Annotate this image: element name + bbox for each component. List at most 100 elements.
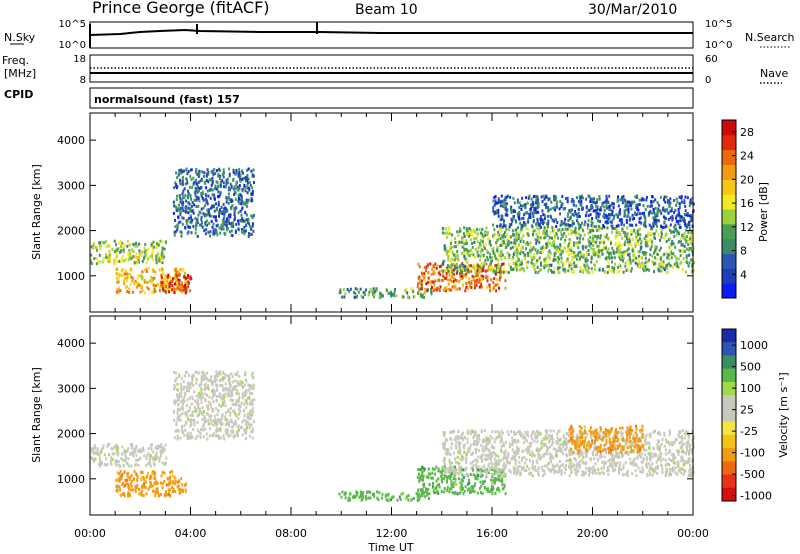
power-echo-cell (417, 291, 420, 295)
velocity-echo-cell (420, 474, 423, 478)
power-echo-cell (569, 223, 572, 227)
power-echo-cell (515, 268, 518, 272)
velocity-echo-cell (194, 370, 197, 374)
velocity-echo-cell (456, 492, 459, 496)
velocity-echo-cell (430, 476, 433, 480)
power-echo-cell (495, 283, 498, 287)
velocity-echo-cell (365, 497, 368, 501)
power-echo-cell (201, 196, 204, 200)
power-echo-cell (533, 219, 535, 223)
power-echo-cell (615, 250, 618, 254)
power-echo-cell (649, 204, 652, 208)
power-echo-cell (437, 271, 440, 275)
velocity-echo-cell (149, 477, 151, 480)
power-echo-cell (625, 218, 628, 222)
power-echo-cell (546, 243, 548, 246)
velocity-echo-cell (450, 486, 453, 490)
power-echo-cell (489, 289, 492, 293)
power-echo-cell (250, 227, 253, 231)
power-echo-cell (194, 170, 197, 174)
velocity-echo-cell (123, 471, 126, 475)
power-echo-cell (607, 247, 610, 251)
power-echo-cell (543, 266, 546, 270)
power-echo-cell (521, 262, 523, 266)
velocity-echo-cell (432, 485, 434, 489)
power-echo-cell (603, 239, 606, 243)
power-echo-cell (99, 244, 102, 248)
power-echo-cell (211, 205, 214, 209)
velocity-echo-cell (134, 446, 137, 450)
velocity-echo-cell (228, 374, 231, 378)
velocity-echo-cell (197, 404, 200, 408)
power-echo-cell (627, 204, 630, 208)
power-echo-cell (440, 269, 443, 273)
power-echo-cell (579, 236, 581, 240)
power-echo-cell (626, 226, 629, 230)
power-echo-cell (556, 245, 558, 249)
power-echo-cell (239, 209, 242, 213)
power-echo-cell (387, 292, 390, 295)
velocity-echo-cell (407, 494, 410, 497)
power-echo-cell (141, 259, 144, 263)
velocity-echo-cell (218, 370, 221, 374)
power-echo-cell (654, 261, 657, 265)
power-echo-cell (681, 243, 684, 247)
power-echo-cell (481, 241, 484, 245)
power-echo-cell (174, 225, 177, 229)
power-echo-cell (179, 168, 182, 172)
power-echo-cell (213, 197, 216, 201)
power-echo-cell (622, 270, 625, 274)
velocity-echo-cell (133, 469, 136, 473)
power-echo-cell (662, 208, 664, 212)
power-echo-cell (473, 263, 476, 267)
power-echo-cell (182, 216, 185, 220)
power-echo-cell (119, 289, 122, 293)
power-echo-cell (187, 206, 190, 210)
power-echo-cell (176, 228, 179, 232)
velocity-echo-cell (235, 391, 238, 395)
power-echo-cell (184, 291, 187, 295)
power-echo-cell (495, 266, 498, 270)
power-echo-cell (551, 241, 554, 245)
power-echo-cell (547, 240, 550, 244)
power-echo-cell (577, 253, 580, 257)
velocity-echo-cell (203, 384, 206, 387)
power-echo-cell (581, 194, 583, 198)
power-echo-cell (572, 241, 575, 245)
velocity-echo-cell (203, 397, 206, 401)
power-echo-cell (510, 265, 512, 269)
power-echo-cell (541, 246, 544, 249)
power-echo-cell (548, 241, 551, 245)
velocity-echo-cell (233, 435, 235, 439)
power-echo-cell (677, 219, 680, 223)
velocity-echo-cell (212, 393, 215, 397)
velocity-echo-cell (667, 451, 670, 455)
power-echo-cell (157, 243, 160, 247)
power-echo-cell (161, 268, 164, 272)
velocity-echo-cell (154, 446, 157, 450)
velocity-echo-cell (207, 422, 210, 426)
velocity-echo-cell (125, 478, 128, 482)
velocity-echo-cell (493, 472, 496, 476)
power-echo-cell (531, 204, 534, 208)
velocity-echo-cell (365, 495, 367, 498)
power-echo-cell (492, 249, 495, 253)
power-echo-cell (566, 227, 569, 231)
power-echo-cell (644, 261, 647, 265)
power-echo-cell (675, 233, 678, 237)
velocity-echo-cell (156, 491, 159, 495)
power-echo-cell (591, 237, 594, 241)
power-echo-cell (203, 229, 206, 233)
power-echo-cell (673, 211, 675, 215)
power-echo-cell (137, 258, 140, 261)
power-echo-cell (600, 240, 603, 244)
velocity-echo-cell (186, 389, 188, 392)
power-echo-cell (577, 200, 580, 204)
power-echo-cell (432, 271, 435, 275)
power-echo-cell (184, 225, 187, 229)
power-echo-cell (202, 206, 205, 210)
power-echo-cell (587, 249, 590, 252)
power-echo-cell (656, 210, 659, 214)
velocity-echo-cell (460, 489, 463, 493)
power-echo-cell (167, 287, 169, 291)
